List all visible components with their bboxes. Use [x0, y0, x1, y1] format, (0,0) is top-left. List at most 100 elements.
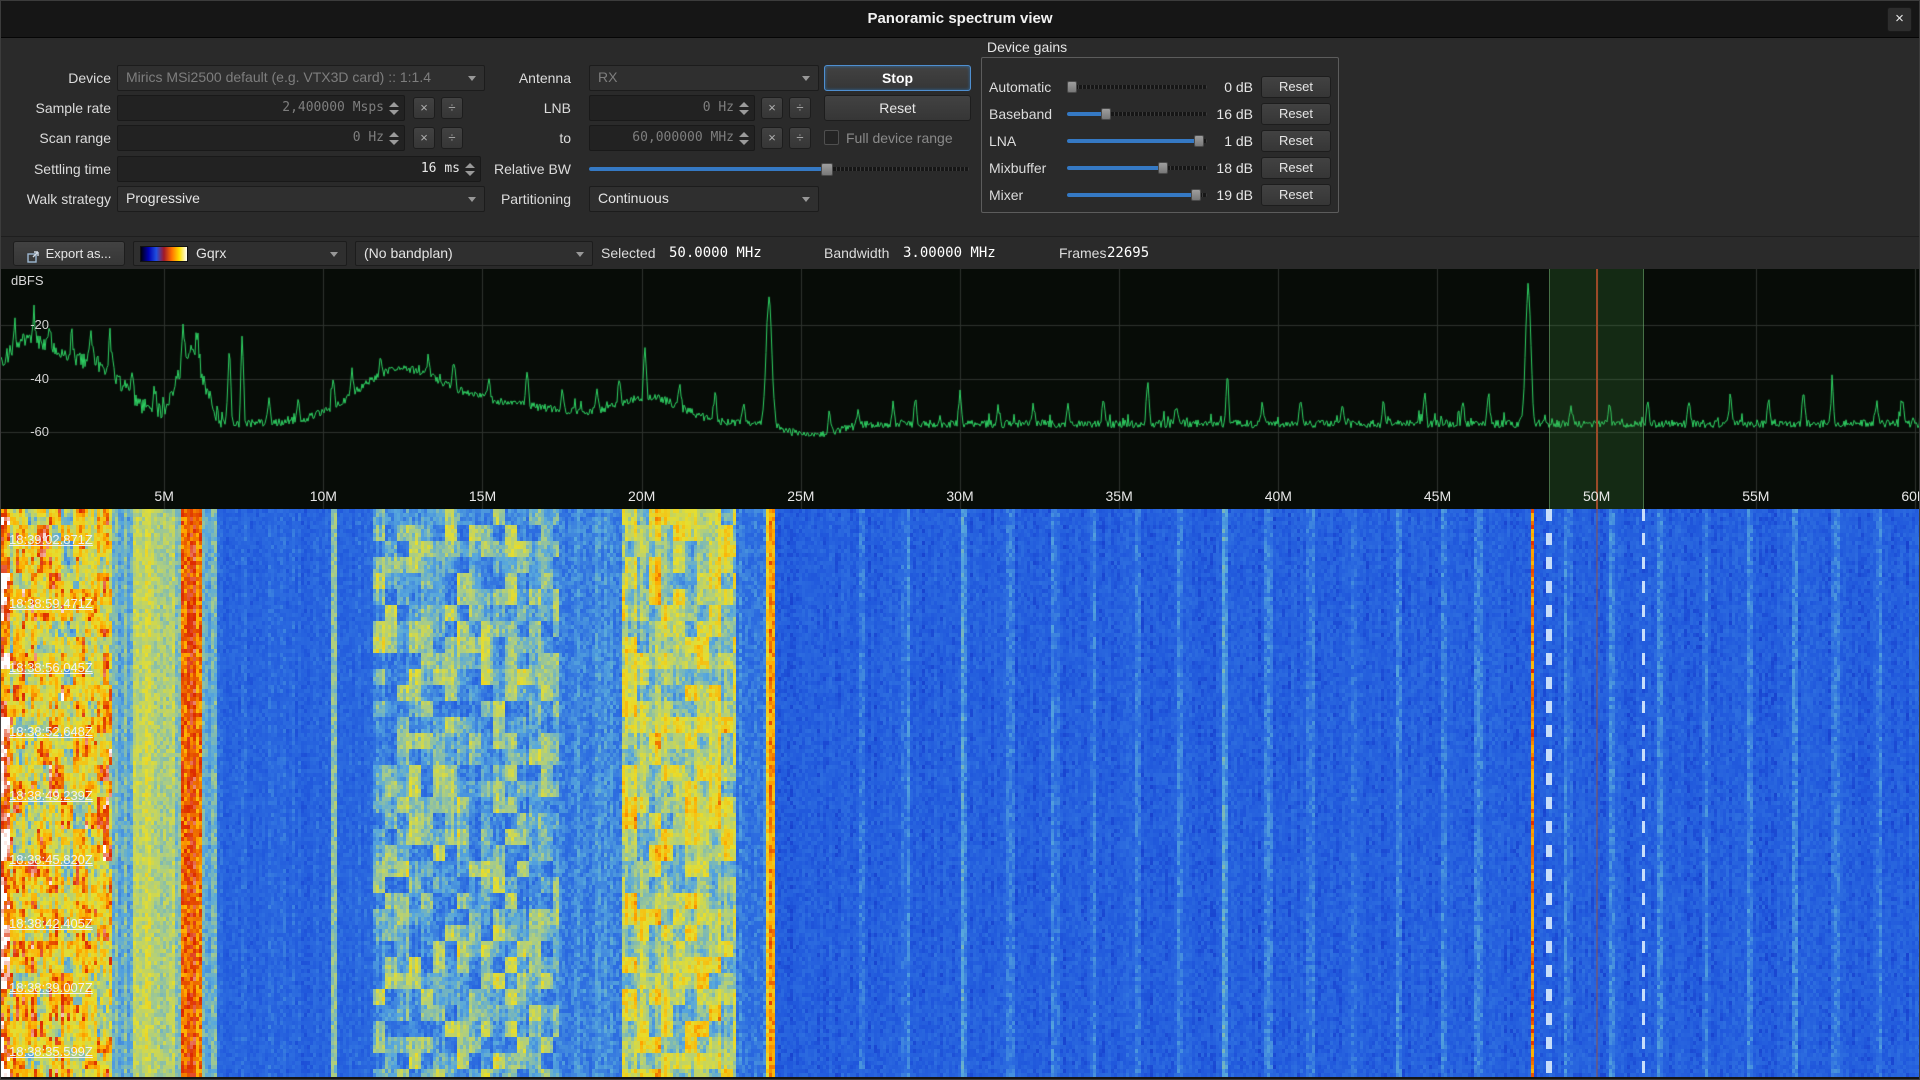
- waterfall-timestamp-link[interactable]: 18:38:39.007Z: [9, 980, 93, 995]
- antenna-select[interactable]: RX: [589, 65, 819, 91]
- slider-handle[interactable]: [821, 163, 833, 176]
- freq-tick-label: 5M: [154, 488, 173, 504]
- device-label: Device: [11, 65, 111, 91]
- freq-tick-label: 20M: [628, 488, 655, 504]
- freq-tick-label: 30M: [946, 488, 973, 504]
- spin-down-icon[interactable]: [389, 110, 399, 115]
- waterfall-timestamp-link[interactable]: 18:38:56.045Z: [9, 660, 93, 675]
- gain-value-automatic: 0 dB: [1197, 76, 1253, 98]
- scan-range-from-value: 0 Hz: [353, 126, 384, 150]
- export-button-label: Export as...: [46, 242, 112, 266]
- waterfall-timestamp-link[interactable]: 18:38:42.405Z: [9, 916, 93, 931]
- scan-range-label: Scan range: [11, 125, 111, 151]
- y-axis-unit-label: dBFS: [11, 273, 44, 288]
- slider-fill: [1067, 139, 1199, 143]
- sample-rate-divide-button[interactable]: ÷: [441, 97, 463, 119]
- device-select[interactable]: Mirics MSi2500 default (e.g. VTX3D card)…: [117, 65, 485, 91]
- waterfall-timestamp-link[interactable]: 18:38:35.599Z: [9, 1044, 93, 1059]
- sample-rate-value: 2,400000 Msps: [282, 96, 384, 120]
- lnb-divide-button[interactable]: ÷: [789, 97, 811, 119]
- colormap-swatch: [140, 246, 188, 262]
- waterfall-timestamp-link[interactable]: 18:38:45.820Z: [9, 852, 93, 867]
- close-button[interactable]: ×: [1887, 7, 1912, 32]
- sample-rate-spinbox[interactable]: 2,400000 Msps: [117, 95, 405, 121]
- spin-down-icon[interactable]: [389, 140, 399, 145]
- waterfall-timestamp-link[interactable]: 18:38:49.239Z: [9, 788, 93, 803]
- gain-value-baseband: 16 dB: [1197, 103, 1253, 125]
- spin-up-icon[interactable]: [739, 132, 749, 137]
- scan-to-multiply-button[interactable]: ×: [761, 127, 783, 149]
- spin-up-icon[interactable]: [739, 102, 749, 107]
- slider-handle[interactable]: [1067, 81, 1077, 93]
- walk-strategy-select[interactable]: Progressive: [117, 186, 485, 212]
- scan-to-divide-button[interactable]: ÷: [789, 127, 811, 149]
- slider-fill: [589, 167, 827, 171]
- partitioning-select[interactable]: Continuous: [589, 186, 819, 212]
- gain-slider-mixer[interactable]: [1067, 184, 1207, 206]
- gain-reset-button-automatic[interactable]: Reset: [1261, 76, 1331, 98]
- gain-value-mixbuffer: 18 dB: [1197, 157, 1253, 179]
- secondary-toolbar: Export as... Gqrx (No bandplan) Selected…: [1, 236, 1919, 269]
- frames-label: Frames: [1059, 237, 1106, 270]
- freq-tick-label: 35M: [1106, 488, 1133, 504]
- freq-tick-label: 25M: [787, 488, 814, 504]
- slider-fill: [1067, 112, 1106, 116]
- slider-track[interactable]: [1067, 85, 1207, 89]
- sample-rate-multiply-button[interactable]: ×: [413, 97, 435, 119]
- bandplan-select[interactable]: (No bandplan): [355, 241, 593, 266]
- stop-button[interactable]: Stop: [824, 65, 971, 91]
- spin-up-icon[interactable]: [389, 132, 399, 137]
- waterfall-timestamp-link[interactable]: 18:38:52.648Z: [9, 724, 93, 739]
- selection-center-line: [1596, 269, 1598, 509]
- gain-reset-button-lna[interactable]: Reset: [1261, 130, 1331, 152]
- freq-tick-label: 40M: [1265, 488, 1292, 504]
- settling-time-spinbox[interactable]: 16 ms: [117, 156, 481, 182]
- spin-down-icon[interactable]: [739, 140, 749, 145]
- freq-tick-label: 15M: [469, 488, 496, 504]
- title-bar: Panoramic spectrum view ×: [1, 1, 1919, 38]
- spin-down-icon[interactable]: [739, 110, 749, 115]
- waterfall-timestamp-link[interactable]: 18:38:59.471Z: [9, 596, 93, 611]
- gain-slider-automatic[interactable]: [1067, 76, 1207, 98]
- gain-reset-button-mixbuffer[interactable]: Reset: [1261, 157, 1331, 179]
- waterfall-center-line: [1596, 509, 1598, 1077]
- full-device-range-checkbox[interactable]: [824, 130, 839, 145]
- waterfall-timestamp-link[interactable]: 18:39:02.871Z: [9, 532, 93, 547]
- panoramic-spectrum-window: Panoramic spectrum view × Device Mirics …: [0, 0, 1920, 1080]
- freq-tick-label: 55M: [1742, 488, 1769, 504]
- lnb-multiply-button[interactable]: ×: [761, 97, 783, 119]
- gain-slider-mixbuffer[interactable]: [1067, 157, 1207, 179]
- bandplan-value: (No bandplan): [364, 245, 453, 261]
- scan-from-divide-button[interactable]: ÷: [441, 127, 463, 149]
- sample-rate-label: Sample rate: [11, 95, 111, 121]
- window-title: Panoramic spectrum view: [1, 1, 1919, 37]
- control-panel: Device Mirics MSi2500 default (e.g. VTX3…: [1, 38, 1919, 236]
- full-device-range-label: Full device range: [846, 125, 996, 151]
- gain-reset-button-baseband[interactable]: Reset: [1261, 103, 1331, 125]
- antenna-label: Antenna: [471, 65, 571, 91]
- colormap-select[interactable]: Gqrx: [133, 241, 347, 266]
- scan-range-from-spinbox[interactable]: 0 Hz: [117, 125, 405, 151]
- spin-up-icon[interactable]: [389, 102, 399, 107]
- settling-time-label: Settling time: [11, 156, 111, 182]
- settling-time-value: 16 ms: [421, 157, 460, 181]
- frames-value: 22695: [1107, 237, 1149, 270]
- slider-fill: [1067, 193, 1196, 197]
- relative-bw-slider[interactable]: [589, 156, 969, 182]
- waterfall-plot[interactable]: [1, 509, 1919, 1077]
- gain-slider-lna[interactable]: [1067, 130, 1207, 152]
- slider-handle[interactable]: [1101, 108, 1111, 120]
- gain-value-lna: 1 dB: [1197, 130, 1253, 152]
- export-button[interactable]: Export as...: [13, 241, 125, 266]
- chevron-down-icon: [802, 76, 810, 81]
- partitioning-value: Continuous: [598, 190, 669, 206]
- gain-slider-baseband[interactable]: [1067, 103, 1207, 125]
- lnb-value: 0 Hz: [703, 96, 734, 120]
- bandwidth-value: 3.00000 MHz: [903, 237, 996, 270]
- gain-reset-button-mixer[interactable]: Reset: [1261, 184, 1331, 206]
- lnb-reset-button[interactable]: Reset: [824, 95, 971, 121]
- lnb-spinbox[interactable]: 0 Hz: [589, 95, 755, 121]
- scan-range-to-spinbox[interactable]: 60,000000 MHz: [589, 125, 755, 151]
- scan-from-multiply-button[interactable]: ×: [413, 127, 435, 149]
- slider-handle[interactable]: [1158, 162, 1168, 174]
